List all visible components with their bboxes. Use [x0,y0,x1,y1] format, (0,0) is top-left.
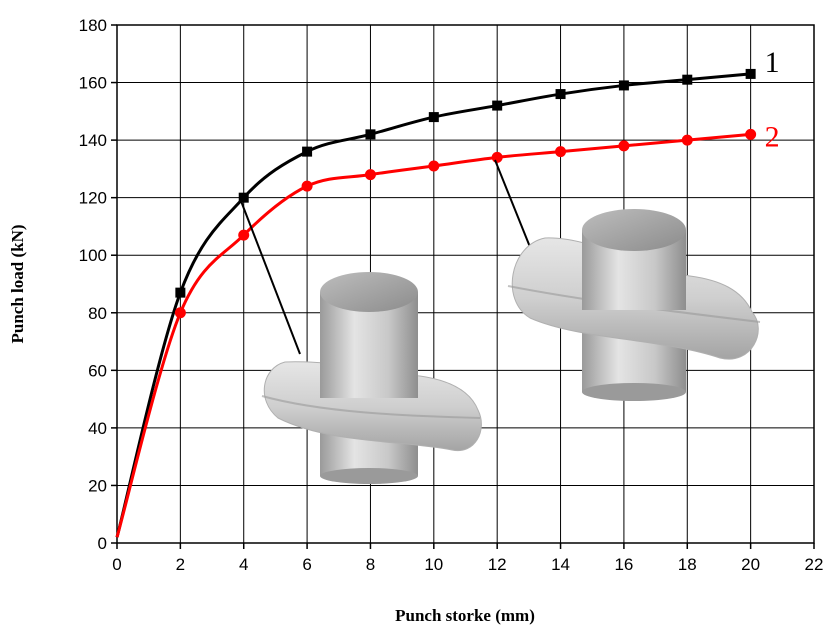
series-1-point [365,129,376,140]
series-1-point [175,287,186,298]
y-tick-label: 40 [88,419,107,438]
y-tick-label: 60 [88,361,107,380]
x-tick-label: 18 [678,555,697,574]
x-tick-label: 0 [112,555,121,574]
series-1-point [745,68,756,79]
x-tick-label: 6 [302,555,311,574]
y-tick-label: 180 [79,16,107,35]
axis-ticks [111,24,815,549]
x-tick-label: 14 [551,555,570,574]
series-2-point [428,160,440,172]
series-2-point [681,134,693,146]
x-tick-label: 20 [741,555,760,574]
series-2-point [555,146,567,158]
series-2-point [174,307,186,319]
y-tick-label: 80 [88,304,107,323]
x-tick-label: 4 [239,555,248,574]
series-1-label: 1 [765,46,780,79]
y-tick-label: 120 [79,189,107,208]
series-1-point [238,192,249,203]
x-tick-label: 12 [488,555,507,574]
series-2-point [491,151,503,163]
y-tick-label: 100 [79,246,107,265]
annotation-leader-series-1 [240,200,301,355]
annotation-leader-series-2 [494,159,531,248]
series-2-point [745,128,757,140]
series-2-point [364,169,376,181]
y-tick-label: 140 [79,131,107,150]
y-tick-label: 0 [98,534,107,553]
y-tick-label: 20 [88,476,107,495]
x-tick-label: 16 [614,555,633,574]
series-1-point [302,146,313,157]
plot-frame [116,24,815,544]
x-tick-label: 8 [366,555,375,574]
x-tick-label: 2 [176,555,185,574]
preform-thin-flash-image [261,272,482,484]
series-2-label: 2 [765,120,780,153]
series-1-point [618,80,629,91]
x-axis-title: Punch storke (mm) [395,606,535,625]
series-1-point [428,112,439,123]
series-2-point [301,180,313,192]
x-tick-labels: 0 2 4 6 8 10 12 14 16 18 20 22 [112,555,823,574]
series-1-point [492,100,503,111]
series-2-point [238,229,250,241]
y-tick-labels: 0 20 40 60 80 100 120 140 160 180 [79,16,107,553]
x-tick-label: 10 [424,555,443,574]
preform-thick-flash-image [507,209,761,401]
series-1-point [555,89,566,100]
series-group: 12 [115,46,780,538]
series-1-point [682,74,693,85]
x-tick-label: 22 [805,555,824,574]
series-2-point [618,140,630,152]
y-axis-title: Punch load (kN) [8,224,27,343]
y-tick-label: 160 [79,74,107,93]
